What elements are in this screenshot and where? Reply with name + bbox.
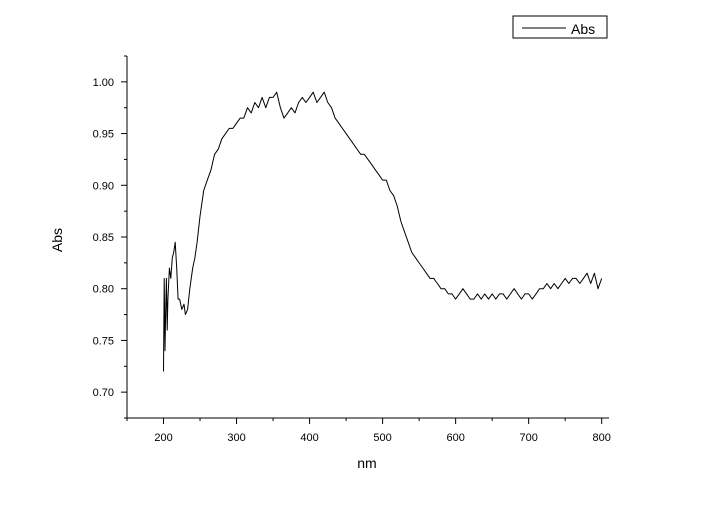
legend-box [512,15,608,39]
y-tick-label: 0.80 [93,284,114,296]
series-layer [163,91,603,372]
series-line-abs [163,91,603,372]
x-tick-label: 400 [300,432,318,444]
y-tick-label: 0.85 [93,232,114,244]
y-tick-label: 0.90 [93,180,114,192]
y-axis-label: Abs [49,228,65,252]
legend: Abs [512,15,608,39]
x-axis-label: nm [357,455,376,471]
x-tick-label: 500 [373,432,391,444]
x-tick-label: 700 [519,432,537,444]
y-tick-label: 1.00 [93,77,114,89]
x-tick-label: 600 [446,432,464,444]
x-tick-label: 300 [227,432,245,444]
x-tick-label: 800 [593,432,611,444]
x-tick-label: 200 [154,432,172,444]
y-tick-label: 0.70 [93,387,114,399]
ticks: 200 300 400 500 600 700 800 0.70 0.75 0.80 0.85 0.9… [93,55,611,444]
y-tick-label: 0.75 [93,335,114,347]
y-tick-label: 0.95 [93,129,114,141]
legend-label-abs: Abs [571,21,595,37]
